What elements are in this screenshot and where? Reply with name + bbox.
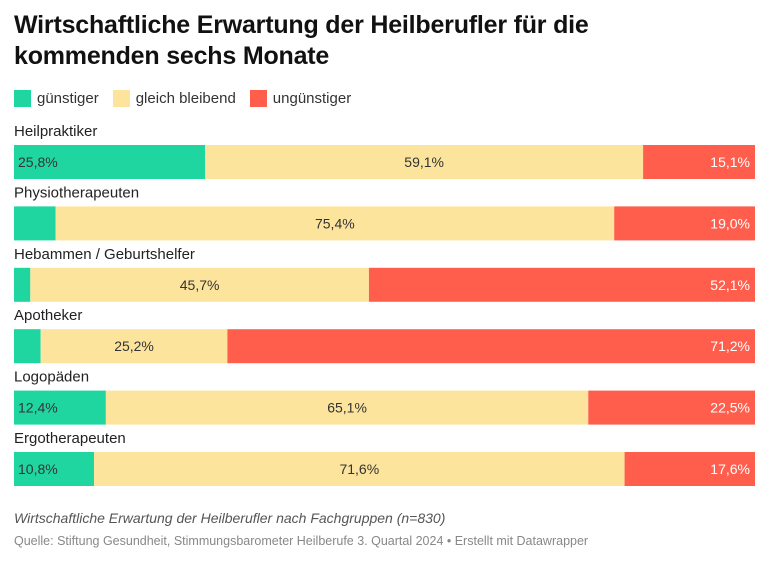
bar-row-heilpraktiker: Heilpraktiker 25,8% 59,1% 15,1%: [14, 123, 755, 179]
bar-segment-guenstiger: [14, 329, 41, 364]
bar-segment-gleich-bleibend: [55, 206, 615, 241]
category-label: Logopäden: [14, 369, 89, 386]
bar-row-physiotherapeuten: Physiotherapeuten 75,4% 19,0%: [14, 184, 755, 241]
legend-item-guenstiger: günstiger: [14, 89, 99, 107]
bar-row-logopaeden: Logopäden 12,4% 65,1% 22,5%: [14, 369, 755, 425]
category-label: Heilpraktiker: [14, 123, 97, 140]
value-label-gleich-bleibend: 75,4%: [315, 215, 355, 231]
value-label-guenstiger: 25,8%: [18, 154, 58, 170]
bar-segment-gleich-bleibend: [205, 145, 644, 179]
category-label: Hebammen / Geburtshelfer: [14, 246, 195, 263]
bar-segment-guenstiger: [14, 206, 56, 241]
value-label-gleich-bleibend: 59,1%: [404, 154, 444, 170]
bar-segment-unguenstiger: [368, 267, 755, 302]
value-label-unguenstiger: 22,5%: [710, 400, 750, 416]
bar-segment-guenstiger: [14, 267, 31, 302]
value-label-unguenstiger: 71,2%: [710, 338, 750, 354]
value-label-unguenstiger: 17,6%: [710, 461, 750, 477]
stacked-bar-chart: Heilpraktiker 25,8% 59,1% 15,1% Physiotherap…: [14, 123, 755, 486]
value-label-unguenstiger: 15,1%: [710, 154, 750, 170]
value-label-guenstiger: 10,8%: [18, 461, 58, 477]
value-label-gleich-bleibend: 71,6%: [339, 461, 379, 477]
legend-swatch-guenstiger: [14, 89, 31, 107]
value-label-unguenstiger: 52,1%: [710, 277, 750, 293]
bar-segment-gleich-bleibend: [105, 390, 589, 425]
legend-item-gleich-bleibend: gleich bleibend: [112, 89, 236, 107]
bar-segment-unguenstiger: [624, 452, 755, 486]
bar-segment-unguenstiger: [588, 390, 755, 425]
value-label-gleich-bleibend: 25,2%: [114, 338, 154, 354]
value-label-guenstiger: 12,4%: [18, 400, 58, 416]
bar-segment-guenstiger: [14, 145, 206, 179]
bar-segment-unguenstiger: [614, 206, 755, 241]
bar-segment-gleich-bleibend: [94, 452, 625, 486]
legend-label-gleich-bleibend: gleich bleibend: [135, 89, 236, 107]
bar-segment-guenstiger: [14, 390, 106, 425]
category-label: Ergotherapeuten: [14, 430, 126, 447]
category-label: Physiotherapeuten: [14, 184, 139, 201]
legend-label-unguenstiger: ungünstiger: [272, 89, 352, 107]
legend-swatch-gleich-bleibend: [112, 89, 130, 107]
chart-source: Quelle: Stiftung Gesundheit, Stimmungsba…: [14, 534, 589, 548]
legend-label-guenstiger: günstiger: [37, 89, 99, 107]
bar-row-apotheker: Apotheker 25,2% 71,2%: [14, 307, 755, 364]
bar-row-hebammen-geburtshelfer: Hebammen / Geburtshelfer 45,7% 52,1%: [14, 246, 755, 302]
bar-segment-gleich-bleibend: [30, 267, 369, 302]
category-label: Apotheker: [14, 307, 82, 324]
bar-segment-unguenstiger: [643, 145, 755, 179]
legend: günstiger gleich bleibend ungünstiger: [14, 88, 365, 108]
value-label-gleich-bleibend: 65,1%: [327, 400, 367, 416]
bar-segment-guenstiger: [14, 452, 95, 486]
chart-title: Wirtschaftliche Erwartung der Heilberufl…: [14, 11, 589, 70]
value-label-unguenstiger: 19,0%: [710, 215, 750, 231]
legend-swatch-unguenstiger: [249, 89, 267, 107]
value-label-gleich-bleibend: 45,7%: [180, 277, 220, 293]
bar-segment-gleich-bleibend: [40, 329, 228, 364]
legend-item-unguenstiger: ungünstiger: [249, 89, 352, 107]
chart-note: Wirtschaftliche Erwartung der Heilberufl…: [14, 510, 446, 526]
bar-segment-unguenstiger: [227, 329, 755, 364]
bar-row-ergotherapeuten: Ergotherapeuten 10,8% 71,6% 17,6%: [14, 430, 755, 486]
